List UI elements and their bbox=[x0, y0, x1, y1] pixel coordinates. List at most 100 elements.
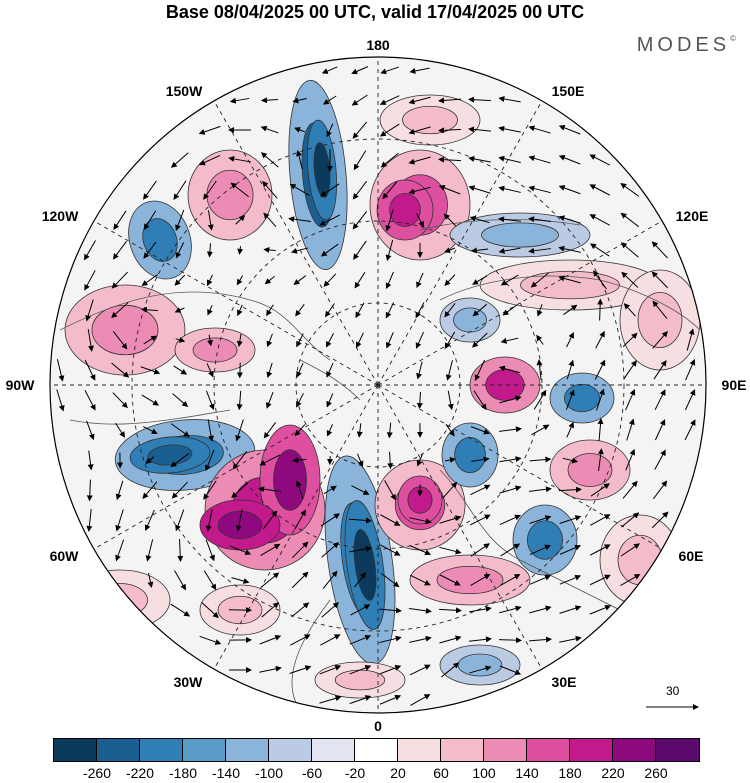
wind-vector bbox=[499, 426, 522, 433]
wind-vector bbox=[468, 185, 491, 194]
wind-vector bbox=[236, 333, 243, 348]
wind-vector bbox=[409, 574, 431, 586]
wind-vector bbox=[415, 331, 424, 349]
wind-vector bbox=[177, 538, 184, 562]
longitude-label: 0 bbox=[374, 718, 382, 734]
wind-vector bbox=[559, 515, 582, 524]
wind-vector bbox=[85, 299, 94, 322]
wind-vector bbox=[174, 307, 185, 313]
wind-vector bbox=[143, 241, 157, 259]
wind-vector bbox=[409, 545, 432, 556]
wind-vector bbox=[498, 155, 521, 163]
wind-vector bbox=[261, 602, 280, 618]
wind-vector bbox=[473, 390, 487, 411]
wind-vector bbox=[198, 125, 221, 135]
wind-vector bbox=[623, 303, 636, 317]
wind-vector bbox=[651, 241, 668, 259]
wind-vector bbox=[141, 274, 158, 287]
wind-vector bbox=[84, 359, 96, 381]
wind-vector bbox=[528, 155, 551, 164]
wind-vector bbox=[439, 546, 462, 555]
wind-vector bbox=[590, 514, 611, 526]
wind-vector bbox=[290, 634, 311, 646]
wind-vector bbox=[558, 215, 581, 224]
wind-vector bbox=[115, 480, 124, 501]
wind-vector bbox=[291, 602, 310, 618]
wind-vector bbox=[409, 635, 432, 643]
wind-vector bbox=[263, 212, 277, 228]
anomaly-contour bbox=[192, 337, 238, 363]
wind-vector bbox=[589, 574, 611, 586]
wind-vector bbox=[563, 304, 578, 316]
wind-vector bbox=[685, 359, 696, 381]
wind-vector bbox=[499, 485, 522, 494]
wind-vector bbox=[228, 155, 251, 163]
wind-vector bbox=[651, 271, 669, 289]
wind-vector bbox=[597, 298, 604, 321]
wind-vector bbox=[56, 389, 65, 412]
wind-vector bbox=[385, 302, 395, 319]
colorbar-box bbox=[527, 739, 570, 761]
wind-vector bbox=[444, 247, 456, 253]
wind-vector bbox=[416, 454, 423, 467]
wind-vector bbox=[536, 304, 543, 317]
wind-vector bbox=[236, 275, 244, 286]
wind-vector bbox=[499, 514, 521, 526]
wind-vector bbox=[207, 334, 214, 347]
wind-vector bbox=[207, 305, 213, 316]
wind-vector bbox=[654, 389, 666, 411]
wind-vector bbox=[379, 665, 402, 675]
wind-vector bbox=[438, 607, 462, 614]
wind-vector bbox=[115, 539, 125, 562]
meridian-line bbox=[377, 384, 663, 550]
wind-vector bbox=[380, 514, 401, 526]
longitude-label: 90E bbox=[721, 377, 747, 393]
wind-vector bbox=[409, 67, 430, 74]
wind-vector bbox=[500, 337, 519, 344]
wind-vector bbox=[558, 185, 581, 195]
colorbar-tick-label: -100 bbox=[254, 765, 284, 781]
wind-vector bbox=[470, 573, 491, 586]
colorbar-tick-label: 180 bbox=[558, 765, 582, 781]
wind-vector bbox=[140, 366, 161, 375]
wind-vector bbox=[499, 395, 522, 404]
colorbar-tick-label: 20 bbox=[390, 765, 406, 781]
wind-vector bbox=[259, 665, 282, 673]
wind-vector bbox=[292, 457, 307, 464]
wind-vector bbox=[326, 424, 333, 437]
wind-vector bbox=[354, 272, 366, 289]
meridian-line bbox=[377, 220, 663, 386]
wind-vector bbox=[500, 274, 519, 286]
wind-vector bbox=[235, 509, 243, 532]
colorbar-box bbox=[140, 739, 183, 761]
wind-vector bbox=[295, 304, 305, 317]
wind-vectors bbox=[56, 66, 696, 706]
wind-vector bbox=[408, 96, 431, 105]
wind-vector bbox=[415, 302, 425, 319]
wind-vector bbox=[319, 214, 340, 226]
wind-vector bbox=[260, 543, 281, 557]
wind-vector bbox=[113, 210, 127, 231]
wind-vector bbox=[589, 604, 612, 615]
wind-vector bbox=[474, 359, 486, 381]
wind-vector bbox=[528, 185, 551, 194]
anomaly-contour bbox=[389, 193, 421, 227]
wind-vector bbox=[468, 96, 491, 103]
wind-vector bbox=[349, 665, 372, 675]
colorbar-tick-label: -60 bbox=[301, 765, 323, 781]
wind-vector bbox=[498, 125, 521, 133]
wind-vector bbox=[385, 332, 394, 349]
wind-vector bbox=[175, 509, 185, 532]
wind-vector bbox=[416, 272, 424, 288]
colorbar-box bbox=[484, 739, 527, 761]
wind-vector bbox=[471, 332, 488, 348]
wind-vector bbox=[500, 574, 521, 586]
meridian-line bbox=[213, 100, 379, 386]
wind-vector bbox=[174, 570, 186, 591]
wind-vector bbox=[237, 246, 244, 255]
wind-vector bbox=[325, 303, 335, 318]
wind-vector bbox=[141, 394, 160, 406]
wind-vector bbox=[439, 574, 461, 586]
wind-vector bbox=[623, 360, 637, 380]
wind-vector bbox=[468, 155, 491, 163]
